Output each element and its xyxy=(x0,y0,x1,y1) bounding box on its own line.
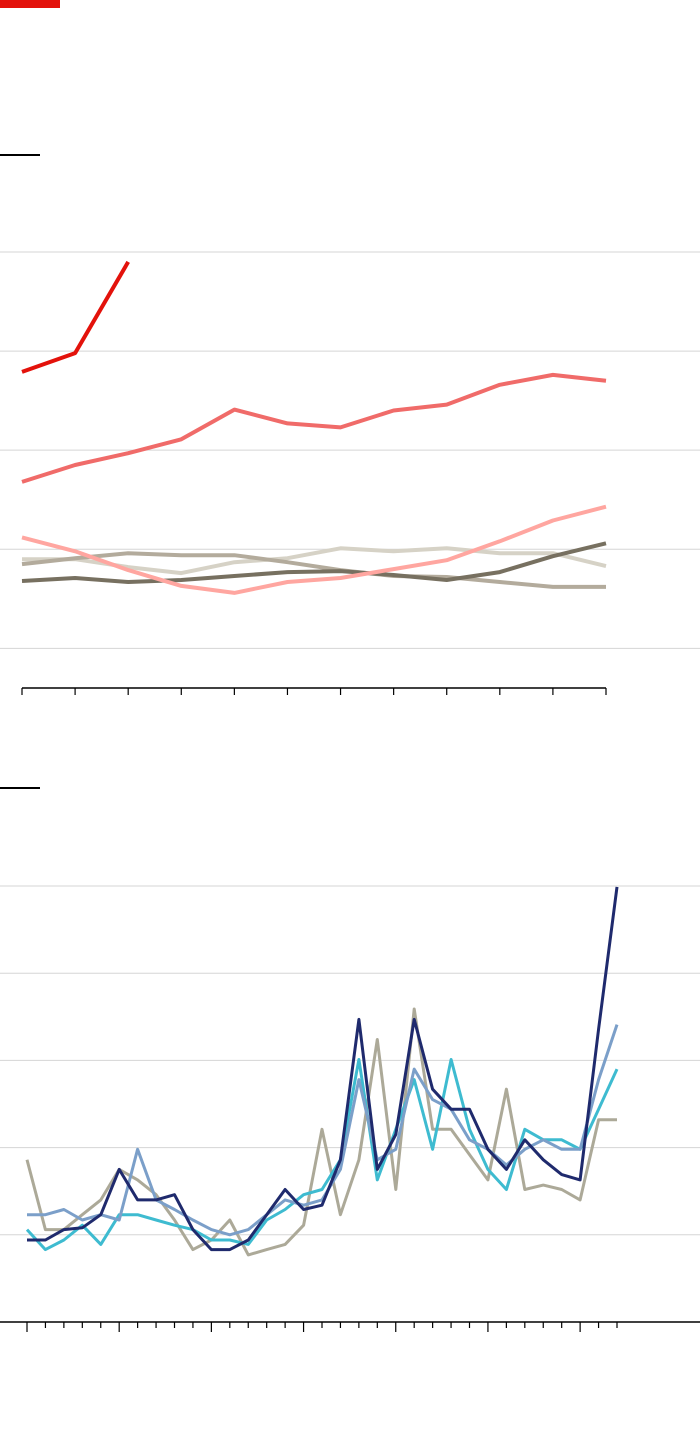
series-line xyxy=(21,372,607,484)
series-line xyxy=(21,551,606,589)
brand-bar xyxy=(0,0,60,8)
series-line xyxy=(27,886,619,1252)
series-line xyxy=(22,546,607,576)
series-line xyxy=(27,1024,619,1237)
series-line xyxy=(21,504,607,595)
series-line xyxy=(25,1058,619,1252)
series-line xyxy=(21,260,130,374)
series-line xyxy=(21,541,607,584)
